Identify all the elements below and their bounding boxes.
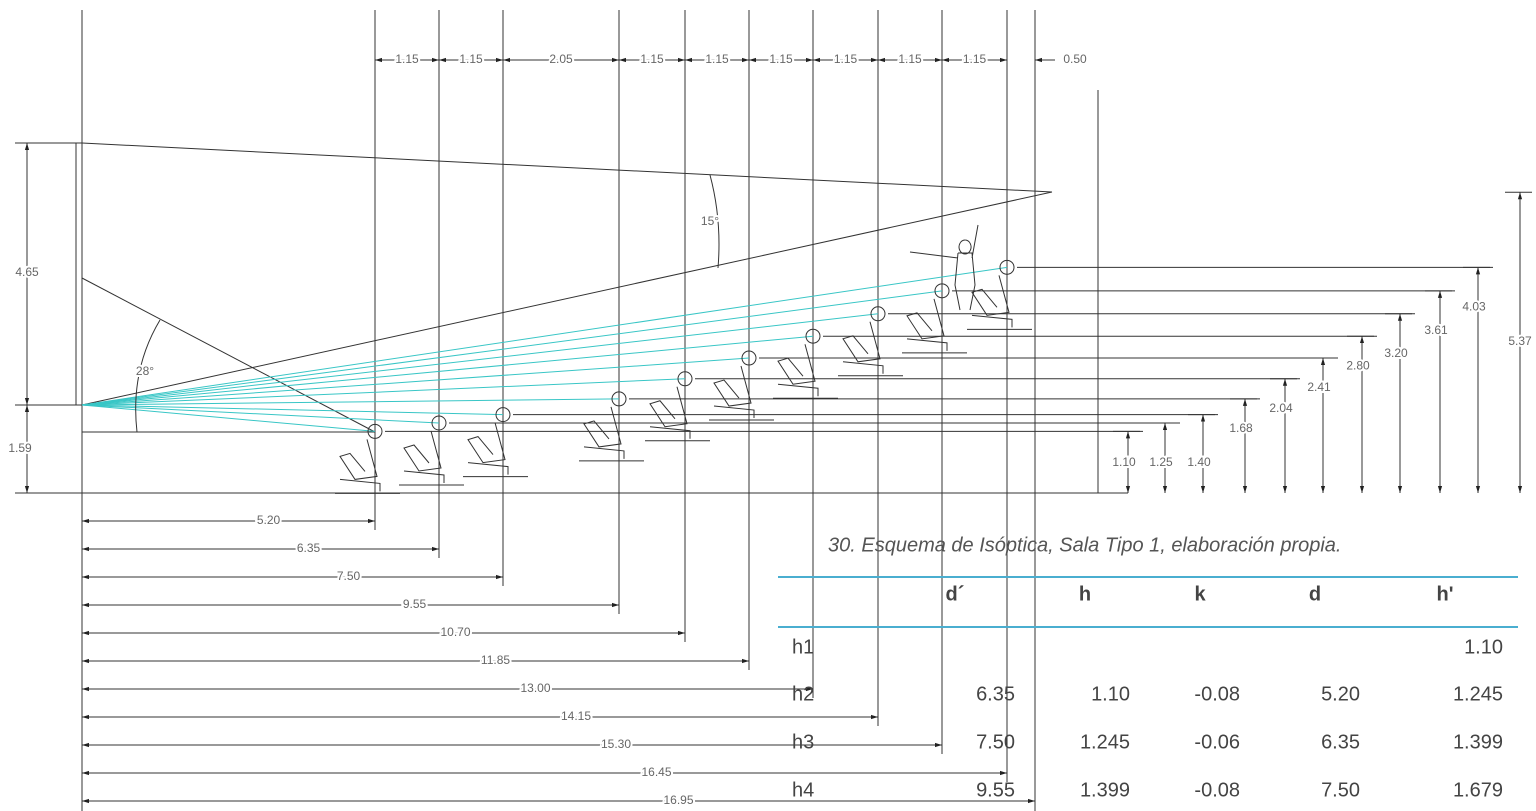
table-cell: 1.245 <box>1453 683 1503 705</box>
bottom-dim: 6.35 <box>297 541 321 555</box>
line <box>81 404 440 424</box>
line <box>81 290 943 406</box>
top-dim: 1.15 <box>963 52 987 66</box>
seat <box>403 430 445 483</box>
table-header: h' <box>1437 583 1454 605</box>
height-dim: 1.25 <box>1149 455 1173 469</box>
table-cell: 1.245 <box>1080 731 1130 753</box>
presenter <box>909 224 979 311</box>
bottom-dim: 7.50 <box>337 569 361 583</box>
top-dim: 1.15 <box>395 52 419 66</box>
table-cell: 9.55 <box>976 779 1015 801</box>
head <box>495 407 511 423</box>
height-dim: 4.03 <box>1462 299 1486 313</box>
bottom-dim: 14.15 <box>561 709 591 723</box>
line <box>81 191 1053 406</box>
table-cell: 1.10 <box>1464 636 1503 658</box>
line <box>81 313 879 406</box>
seat <box>713 365 755 419</box>
top-dim: 0.50 <box>1063 52 1087 66</box>
head <box>611 391 627 407</box>
line <box>81 398 620 406</box>
angle-arc <box>135 319 161 433</box>
seat <box>467 422 509 475</box>
table-cell: 1.399 <box>1080 779 1130 801</box>
table-cell: 5.20 <box>1321 683 1360 705</box>
bottom-dim: 13.00 <box>520 681 550 695</box>
table-header: h <box>1079 583 1091 605</box>
line <box>81 142 1053 193</box>
seat <box>906 298 948 351</box>
top-dim: 1.15 <box>898 52 922 66</box>
line <box>81 378 686 406</box>
top-dim: 1.15 <box>769 52 793 66</box>
top-dim: 1.15 <box>640 52 664 66</box>
bottom-dim: 11.85 <box>481 653 510 667</box>
line <box>81 357 750 406</box>
bottom-dim: 16.45 <box>641 765 671 779</box>
height-dim: 1.68 <box>1229 421 1253 435</box>
height-dim: 2.80 <box>1346 358 1370 372</box>
seat <box>971 275 1013 328</box>
height-dim: 1.40 <box>1187 455 1211 469</box>
table-cell: 7.50 <box>976 731 1015 753</box>
row-label: h3 <box>792 731 814 753</box>
row-label: h2 <box>792 683 814 705</box>
row-label: h4 <box>792 779 814 801</box>
height-dim: 2.41 <box>1307 380 1331 394</box>
line <box>81 277 376 433</box>
head <box>431 415 447 431</box>
row-label: h1 <box>792 636 814 658</box>
line <box>81 266 1008 406</box>
head <box>934 283 950 299</box>
angle: 28° <box>136 364 154 378</box>
head <box>805 328 821 344</box>
line <box>81 404 376 432</box>
top-dim: 1.15 <box>705 52 729 66</box>
bottom-dim: 16.95 <box>663 793 693 807</box>
table-cell: -0.06 <box>1194 731 1240 753</box>
head <box>367 423 383 439</box>
height-dim: 5.37 <box>1508 334 1532 348</box>
height-dim: 3.61 <box>1424 323 1448 337</box>
seat <box>777 344 819 397</box>
left-dim: 4.65 <box>15 265 39 279</box>
bottom-dim: 5.20 <box>257 513 281 527</box>
height-dim: 1.10 <box>1112 455 1136 469</box>
table-cell: 7.50 <box>1321 779 1360 801</box>
height-dim: 2.04 <box>1269 401 1293 415</box>
top-dim: 1.15 <box>834 52 858 66</box>
angle: 15° <box>701 214 719 228</box>
table-cell: 1.399 <box>1453 731 1503 753</box>
head <box>870 306 886 322</box>
seat <box>339 439 381 492</box>
caption: 30. Esquema de Isóptica, Sala Tipo 1, el… <box>828 534 1341 556</box>
table-cell: 1.679 <box>1453 779 1503 801</box>
seat <box>649 386 691 439</box>
table-header: d´ <box>946 583 965 605</box>
seat <box>583 406 625 459</box>
seat <box>842 321 884 374</box>
head <box>677 371 693 387</box>
bottom-dim: 9.55 <box>403 597 427 611</box>
left-dim: 1.59 <box>8 441 32 455</box>
bottom-dim: 15.30 <box>601 737 631 751</box>
table-cell: -0.08 <box>1194 779 1240 801</box>
bottom-dim: 10.70 <box>440 625 470 639</box>
height-dim: 3.20 <box>1384 346 1408 360</box>
head <box>741 350 757 366</box>
angle-arc <box>709 174 720 269</box>
top-dim: 2.05 <box>549 52 573 66</box>
table-header: d <box>1309 583 1321 605</box>
line <box>81 335 814 406</box>
line <box>81 404 504 416</box>
table-cell: -0.08 <box>1194 683 1240 705</box>
table-cell: 1.10 <box>1091 683 1130 705</box>
table-cell: 6.35 <box>976 683 1015 705</box>
top-dim: 1.15 <box>459 52 483 66</box>
table-header: k <box>1194 583 1206 605</box>
head <box>999 259 1015 275</box>
table-cell: 6.35 <box>1321 731 1360 753</box>
